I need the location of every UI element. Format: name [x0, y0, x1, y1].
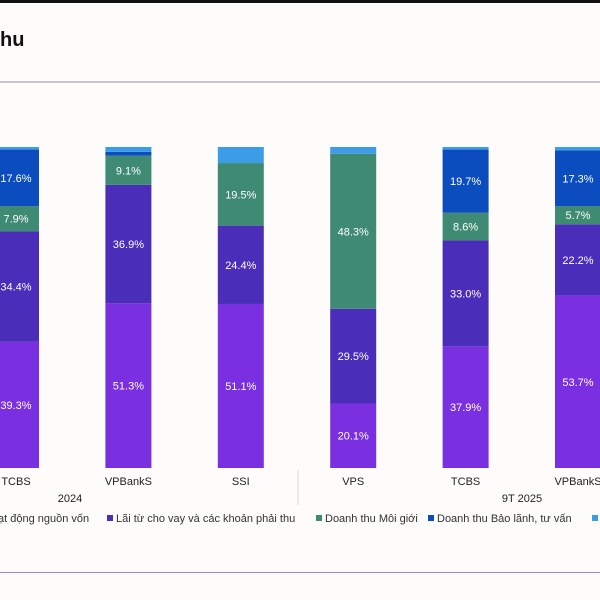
legend-label: ạt động nguồn vốn: [0, 513, 90, 525]
data-label: 19.7%: [450, 176, 481, 188]
category-label: VPBankS: [105, 476, 152, 488]
group-label: 2024: [58, 493, 82, 505]
legend-label: Lãi từ cho vay và các khoản phải thu: [116, 513, 296, 525]
bar-segment: [0, 341, 39, 468]
data-label: 5.7%: [565, 210, 590, 222]
top-border: [0, 0, 600, 3]
bar-segment: [442, 149, 489, 213]
bar-segment: [442, 212, 489, 241]
bottom-divider: [0, 572, 600, 573]
bar-segment: [217, 303, 264, 468]
bar-segment: [217, 147, 264, 164]
bar-segment: [555, 295, 600, 468]
bar-segment: [442, 240, 489, 347]
category-label: VPBankS: [554, 476, 600, 488]
data-label: 48.3%: [338, 226, 369, 238]
legend-item: [592, 513, 600, 525]
bar-segment: [555, 224, 600, 296]
legend-swatch: [107, 515, 113, 521]
bar-segment: [555, 150, 600, 207]
legend-item: Doanh thu Bảo lãnh, tư vấn: [428, 513, 572, 525]
category-label: SSI: [232, 476, 250, 488]
group-label: 9T 2025: [502, 493, 542, 505]
data-label: 20.1%: [338, 431, 369, 443]
data-label: 24.4%: [225, 260, 256, 272]
data-label: 22.2%: [562, 255, 593, 267]
data-label: 39.3%: [0, 400, 31, 412]
legend-swatch: [592, 515, 598, 521]
data-label: 37.9%: [450, 402, 481, 414]
data-label: 19.5%: [225, 189, 256, 201]
legend-swatch: [428, 515, 434, 521]
bar-segment: [330, 147, 377, 154]
legend-item: ạt động nguồn vốn: [0, 513, 89, 525]
bar-segment: [0, 231, 39, 342]
bar-segment: [442, 346, 489, 468]
data-label: 7.9%: [3, 214, 28, 226]
title-divider: [0, 81, 600, 83]
bar-segment: [105, 151, 152, 156]
bar-segment: [330, 308, 377, 404]
data-label: 17.3%: [562, 173, 593, 185]
data-label: 36.9%: [113, 239, 144, 251]
category-label: VPS: [342, 476, 364, 488]
bar-segment: [0, 149, 39, 207]
bar-segment: [105, 184, 152, 304]
bar-segment: [105, 303, 152, 468]
bar-segment: [330, 153, 377, 309]
bar-segment: [105, 147, 152, 152]
category-label: TCBS: [451, 476, 480, 488]
bar-segment: [330, 403, 377, 468]
category-label: TCBS: [1, 476, 30, 488]
page-title: hu: [0, 29, 25, 51]
bar-segment: [217, 163, 264, 226]
bar-segment: [105, 155, 152, 185]
legend-label: Doanh thu Môi giới: [325, 513, 418, 525]
legend-item: Lãi từ cho vay và các khoản phải thu: [107, 513, 295, 525]
data-label: 33.0%: [450, 288, 481, 300]
bar-segment: [0, 206, 39, 232]
data-label: 34.4%: [0, 282, 31, 294]
data-label: 17.6%: [0, 173, 31, 185]
legend-swatch: [316, 515, 322, 521]
legend: ạt động nguồn vốn Lãi từ cho vay và các k…: [0, 513, 600, 529]
data-label: 9.1%: [116, 165, 141, 177]
bar-segment: [217, 225, 264, 304]
legend-label: Doanh thu Bảo lãnh, tư vấn: [437, 513, 572, 525]
data-label: 51.1%: [225, 381, 256, 393]
data-label: 8.6%: [453, 222, 478, 234]
bar-segment: [442, 147, 489, 150]
legend-item: Doanh thu Môi giới: [316, 513, 418, 525]
bar-segment: [0, 147, 39, 150]
data-label: 53.7%: [562, 377, 593, 389]
data-label: 29.5%: [338, 351, 369, 363]
data-label: 51.3%: [113, 381, 144, 393]
bar-segment: [555, 147, 600, 151]
bar-segment: [555, 206, 600, 225]
